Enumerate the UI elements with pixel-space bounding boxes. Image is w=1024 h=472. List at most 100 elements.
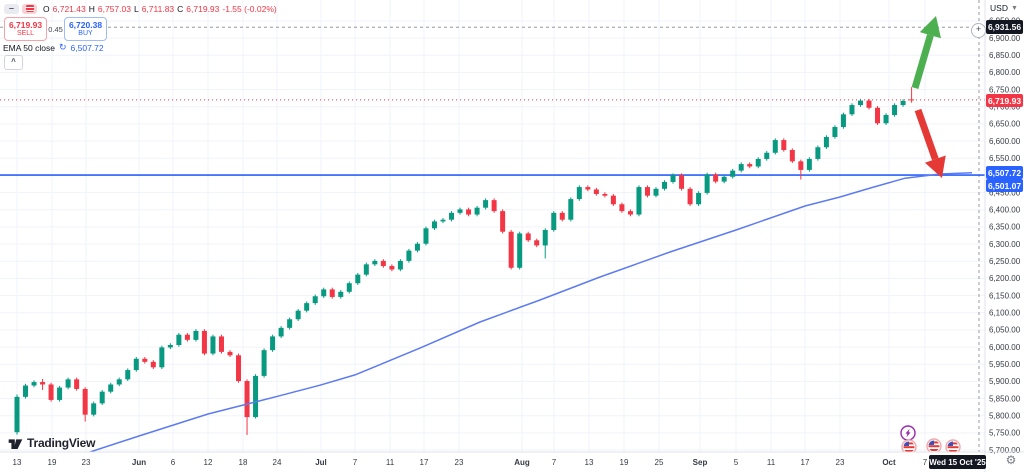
tradingview-name: TradingView xyxy=(27,436,96,450)
candle-body xyxy=(167,345,173,348)
candle xyxy=(491,198,497,213)
candle xyxy=(466,207,472,217)
buy-button[interactable]: 6,720.38 BUY xyxy=(64,17,107,41)
tradingview-logo[interactable]: TradingView xyxy=(8,436,95,450)
candle xyxy=(772,138,778,155)
candle-body xyxy=(355,274,361,284)
candle xyxy=(823,135,829,149)
tradingview-mark-icon xyxy=(8,438,23,449)
arrow-down-drawing[interactable] xyxy=(914,108,946,178)
candle-body xyxy=(193,330,199,340)
candle xyxy=(679,173,685,191)
candle xyxy=(670,173,676,184)
candle xyxy=(278,326,284,339)
time-tick-label: 11 xyxy=(767,458,776,467)
price-tick-label: 6,050.00 xyxy=(989,326,1021,335)
time-tick-label: 12 xyxy=(204,458,213,467)
candle-body xyxy=(866,100,872,108)
candle-body xyxy=(116,379,122,385)
gear-icon[interactable]: ⚙ xyxy=(1005,453,1017,467)
price-tick-label: 5,800.00 xyxy=(989,412,1021,421)
indicator-name: EMA 50 close xyxy=(3,42,55,53)
candle-body xyxy=(261,350,267,376)
candle xyxy=(721,175,727,184)
candle-body xyxy=(431,221,437,229)
candle xyxy=(270,334,276,352)
candle-body xyxy=(857,100,863,106)
candle-body xyxy=(602,193,608,196)
candle xyxy=(431,219,437,231)
chart-pane[interactable] xyxy=(0,0,985,456)
candle-body xyxy=(815,147,821,159)
candle xyxy=(755,157,761,169)
price-tick-label: 6,550.00 xyxy=(989,154,1021,163)
add-alert-button[interactable]: + xyxy=(971,23,986,38)
candle xyxy=(892,103,898,117)
candle-body xyxy=(747,164,753,167)
trade-panel: 6,719.93 SELL 0.45 6,720.38 BUY xyxy=(4,17,107,41)
candle xyxy=(619,202,625,213)
candle xyxy=(261,348,267,378)
candle xyxy=(159,345,165,370)
candle-body xyxy=(218,336,224,352)
ohlc-values: O 6,721.43 H 6,757.03 L 6,711.83 C 6,719.93 … xyxy=(43,4,277,14)
candle-body xyxy=(679,175,685,189)
ema-line[interactable] xyxy=(78,172,973,456)
candle xyxy=(534,238,540,248)
candle xyxy=(210,334,216,356)
event-flag-icon[interactable] xyxy=(927,439,941,453)
candle xyxy=(133,357,139,372)
candle xyxy=(500,209,506,234)
candle xyxy=(806,157,812,172)
price-tick-label: 5,950.00 xyxy=(989,360,1021,369)
candle-body xyxy=(397,260,403,270)
candle xyxy=(840,112,846,129)
candle-body xyxy=(875,107,881,124)
candle-body xyxy=(772,140,778,153)
currency-selector[interactable]: USD ▼ xyxy=(986,3,1022,13)
price-tick-label: 6,350.00 xyxy=(989,223,1021,232)
candle-body xyxy=(23,385,29,397)
arrow-head xyxy=(924,155,946,178)
high-value: 6,757.03 xyxy=(97,3,131,14)
candle xyxy=(559,211,565,222)
price-tick-label: 6,850.00 xyxy=(989,51,1021,60)
price-tick-label: 6,600.00 xyxy=(989,137,1021,146)
sell-button[interactable]: 6,719.93 SELL xyxy=(4,17,47,41)
candle-body xyxy=(210,336,216,354)
price-tick-label: 6,200.00 xyxy=(989,274,1021,283)
candle xyxy=(653,187,659,198)
candle xyxy=(40,378,46,390)
symbol-logo-icon[interactable] xyxy=(22,3,37,14)
candle-body xyxy=(900,100,906,106)
arrow-up-drawing[interactable] xyxy=(911,16,941,89)
candle xyxy=(23,383,29,399)
candle-body xyxy=(287,319,293,328)
price-tick-label: 6,700.00 xyxy=(989,103,1021,112)
candle-body xyxy=(670,175,676,182)
candle-body xyxy=(619,204,625,212)
candle-body xyxy=(227,351,233,356)
indicator-legend[interactable]: EMA 50 close ↻ 6,507.72 xyxy=(3,42,104,53)
candle-body xyxy=(593,189,599,194)
candle xyxy=(201,329,207,356)
candle-body xyxy=(909,99,915,101)
candle-body xyxy=(125,370,131,380)
candle-body xyxy=(304,303,310,311)
candle xyxy=(227,350,233,358)
candle-body xyxy=(142,358,148,362)
candle-body xyxy=(457,209,463,213)
candle-body xyxy=(755,158,761,167)
open-label: O xyxy=(43,3,50,14)
price-tick-label: 6,450.00 xyxy=(989,188,1021,197)
legend-collapse-button[interactable]: ^ xyxy=(4,55,23,70)
symbol-legend: – O 6,721.43 H 6,757.03 L 6,711.83 C 6,719.9… xyxy=(4,3,277,14)
candle xyxy=(909,87,915,103)
candle xyxy=(31,380,37,388)
candle xyxy=(483,198,489,210)
event-bolt-icon[interactable] xyxy=(900,425,916,441)
candle-body xyxy=(627,211,633,215)
time-tick-label: 6 xyxy=(171,458,176,467)
legend-hide-icon[interactable]: – xyxy=(4,3,19,14)
